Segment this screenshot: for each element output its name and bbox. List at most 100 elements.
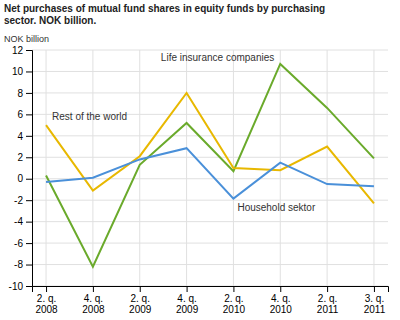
x-tick: 2. q.2010 bbox=[223, 286, 246, 315]
tick-mark bbox=[233, 286, 234, 292]
series-line bbox=[46, 93, 374, 203]
grid-line-y bbox=[32, 243, 388, 244]
tick-mark bbox=[26, 71, 32, 72]
x-tick: 3. q.2011 bbox=[364, 286, 386, 315]
y-tick: 10 bbox=[12, 66, 32, 77]
series-group bbox=[46, 64, 374, 267]
tick-mark bbox=[26, 265, 32, 266]
x-tick-label: 4. q.2009 bbox=[176, 293, 199, 315]
grid-line-y bbox=[32, 264, 388, 265]
grid-line-x bbox=[92, 50, 93, 286]
x-tick-label-line: 4. q. bbox=[84, 293, 103, 304]
x-tick-label-line: 2. q. bbox=[37, 293, 56, 304]
grid bbox=[32, 50, 388, 286]
y-tick-label: 8 bbox=[17, 88, 23, 99]
x-tick-label: 2. q.2008 bbox=[35, 293, 58, 315]
tick-mark bbox=[374, 286, 375, 292]
y-tick-label: -8 bbox=[14, 259, 23, 270]
x-tick-label: 3. q.2011 bbox=[364, 293, 386, 315]
title-line: Net purchases of mutual fund shares in e… bbox=[4, 3, 325, 14]
x-tick-label-line: 2008 bbox=[35, 304, 58, 315]
series-label: Household sektor bbox=[237, 202, 315, 213]
tick-mark bbox=[280, 286, 281, 292]
x-tick-label: 2. q.2009 bbox=[129, 293, 152, 315]
series-label: Rest of the world bbox=[52, 111, 127, 122]
grid-line-y bbox=[32, 135, 388, 136]
tick-mark bbox=[26, 136, 32, 137]
grid-line-x bbox=[327, 50, 328, 286]
x-tick-label-line: 2011 bbox=[317, 304, 339, 315]
x-tick-label-line: 2009 bbox=[176, 304, 199, 315]
x-tick-label-line: 4. q. bbox=[271, 293, 290, 304]
y-tick-label: -10 bbox=[9, 281, 24, 292]
series-line bbox=[46, 64, 374, 267]
y-tick: 6 bbox=[17, 109, 32, 120]
tick-mark bbox=[26, 200, 32, 201]
grid-line-y bbox=[32, 71, 388, 72]
y-tick-label: 2 bbox=[17, 152, 23, 163]
tick-mark bbox=[26, 286, 32, 287]
title: Net purchases of mutual fund shares in e… bbox=[4, 3, 325, 26]
y-tick-label: -6 bbox=[14, 238, 23, 249]
x-tick-label-line: 2009 bbox=[129, 304, 152, 315]
y-tick: 8 bbox=[17, 88, 32, 99]
y-axis-label: NOK billion bbox=[4, 34, 49, 44]
x-tick-label: 4. q.2010 bbox=[270, 293, 293, 315]
x-tick: 4. q.2010 bbox=[270, 286, 293, 315]
y-tick: -6 bbox=[14, 238, 32, 249]
y-tick-label: 6 bbox=[17, 109, 23, 120]
tick-mark bbox=[327, 286, 328, 292]
y-tick: 12 bbox=[12, 45, 32, 56]
x-tick-label-line: 2. q. bbox=[131, 293, 150, 304]
tick-mark bbox=[26, 93, 32, 94]
grid-line-y bbox=[32, 92, 388, 93]
grid-line-x bbox=[46, 50, 47, 286]
tick-mark bbox=[26, 179, 32, 180]
tick-mark bbox=[26, 157, 32, 158]
y-tick: -8 bbox=[14, 259, 32, 270]
x-tick-label-line: 2. q. bbox=[318, 293, 337, 304]
y-tick-label: 10 bbox=[12, 66, 24, 77]
y-tick-label: -4 bbox=[14, 216, 23, 227]
x-tick-label-line: 4. q. bbox=[177, 293, 196, 304]
axis-line bbox=[33, 287, 389, 293]
x-tick-label-line: 2010 bbox=[270, 304, 293, 315]
tick-mark bbox=[187, 286, 188, 292]
x-tick: 2. q.2011 bbox=[317, 286, 339, 315]
x-tick: 4. q.2009 bbox=[176, 286, 199, 315]
series-line bbox=[46, 148, 374, 198]
tick-mark bbox=[26, 222, 32, 223]
chart: Net purchases of mutual fund shares in e… bbox=[0, 0, 400, 320]
x-tick-label-line: 2010 bbox=[223, 304, 246, 315]
grid-line-x bbox=[186, 50, 187, 286]
x-axis: 2. q.20084. q.20082. q.20094. q.20092. q… bbox=[33, 286, 389, 315]
x-tick-label-line: 2011 bbox=[364, 304, 386, 315]
tick-mark bbox=[26, 243, 32, 244]
x-tick-label-line: 3. q. bbox=[365, 293, 384, 304]
x-tick-label: 2. q.2010 bbox=[223, 293, 246, 315]
tick-mark bbox=[93, 286, 94, 292]
y-tick: 0 bbox=[17, 173, 32, 184]
plot: -10-8-6-4-20246810122. q.20084. q.20082.… bbox=[9, 45, 389, 315]
tick-mark bbox=[26, 114, 32, 115]
x-tick-label-line: 2008 bbox=[82, 304, 105, 315]
y-tick: -10 bbox=[9, 281, 32, 292]
y-tick: -2 bbox=[14, 195, 32, 206]
grid-line-y bbox=[32, 200, 388, 201]
x-tick: 2. q.2008 bbox=[35, 286, 58, 315]
y-axis: -10 -8 -6 -4 -2 0 2 4 6 8 10 12 bbox=[9, 45, 33, 292]
x-tick: 4. q.2008 bbox=[82, 286, 105, 315]
y-tick: 2 bbox=[17, 152, 32, 163]
y-tick-label: -2 bbox=[14, 195, 23, 206]
y-tick: -4 bbox=[14, 216, 32, 227]
y-tick: 4 bbox=[17, 131, 32, 142]
grid-line-x bbox=[280, 50, 281, 286]
tick-mark bbox=[140, 286, 141, 292]
grid-line-x bbox=[139, 50, 140, 286]
series-labels: Life insurance companiesRest of the worl… bbox=[52, 52, 316, 213]
tick-mark bbox=[26, 50, 32, 51]
x-tick-label-line: 2. q. bbox=[224, 293, 243, 304]
tick-mark bbox=[46, 286, 47, 292]
y-tick-label: 0 bbox=[17, 173, 23, 184]
grid-line-x bbox=[373, 50, 374, 286]
